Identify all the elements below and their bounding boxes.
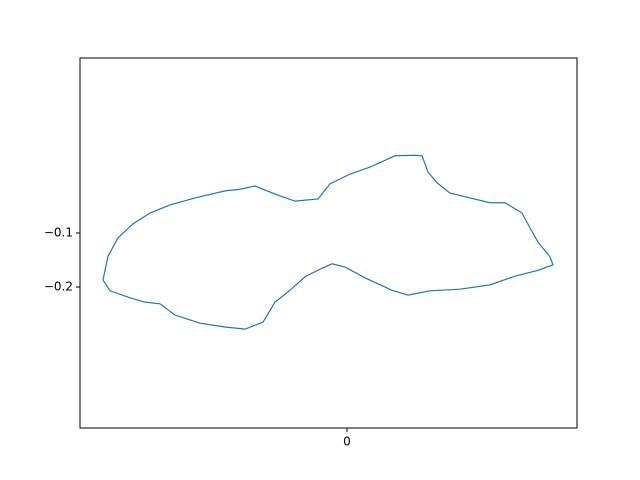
plot-frame	[79, 57, 578, 429]
data-line	[102, 154, 554, 330]
y-tick-label: −0.2	[44, 280, 73, 294]
x-tick-label: 0	[343, 435, 351, 449]
y-tick-label: −0.1	[44, 226, 73, 240]
